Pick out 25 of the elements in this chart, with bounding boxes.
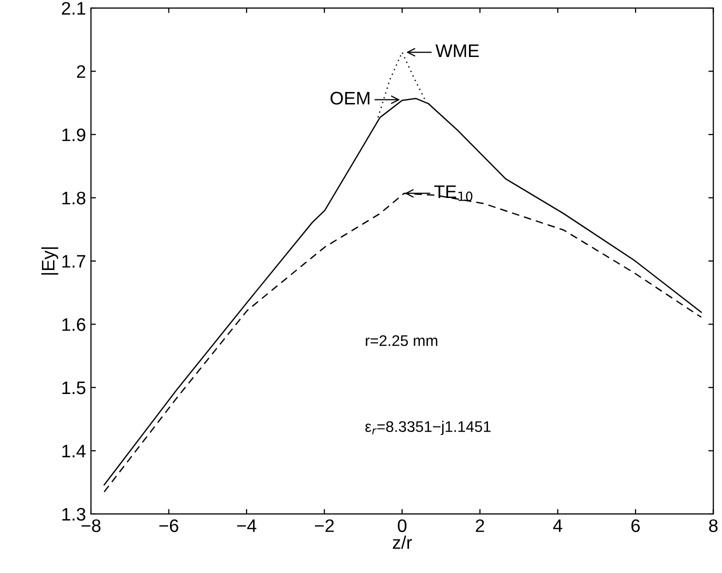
x-tick-label: 8 xyxy=(709,519,718,532)
y-tick-label: 1.9 xyxy=(62,128,86,142)
x-tick-label: 6 xyxy=(631,519,640,532)
y-tick-label: 2 xyxy=(76,65,86,78)
annotation: OEM xyxy=(330,92,370,105)
x-tick-label: −8 xyxy=(82,519,100,532)
y-tick-label: 1.8 xyxy=(62,192,86,204)
annotation: ε$_{r}$=8.3351−j1.1451 xyxy=(365,420,491,436)
y-tick-label: 1.7 xyxy=(62,255,86,268)
x-axis-title: z/r xyxy=(392,536,412,549)
x-tick-label: −6 xyxy=(159,519,178,532)
y-tick-label: 1.3 xyxy=(62,508,86,521)
x-tick-label: −4 xyxy=(237,520,256,532)
y-tick-label: 1.5 xyxy=(62,382,86,394)
x-tick-label: 4 xyxy=(553,520,562,532)
x-tick-label: 0 xyxy=(398,519,406,532)
annotation: WME xyxy=(436,44,479,57)
y-tick-label: 2.1 xyxy=(62,2,86,15)
annotation: r=2.25 mm xyxy=(366,335,438,346)
x-tick-label: −2 xyxy=(314,519,334,532)
y-tick-label: 1.6 xyxy=(62,318,86,331)
y-tick-label: 1.4 xyxy=(62,444,86,458)
annotation: TE$_{10}$ xyxy=(434,186,472,202)
y-axis-title: |Ey| xyxy=(41,247,58,275)
x-tick-label: 2 xyxy=(476,519,484,532)
